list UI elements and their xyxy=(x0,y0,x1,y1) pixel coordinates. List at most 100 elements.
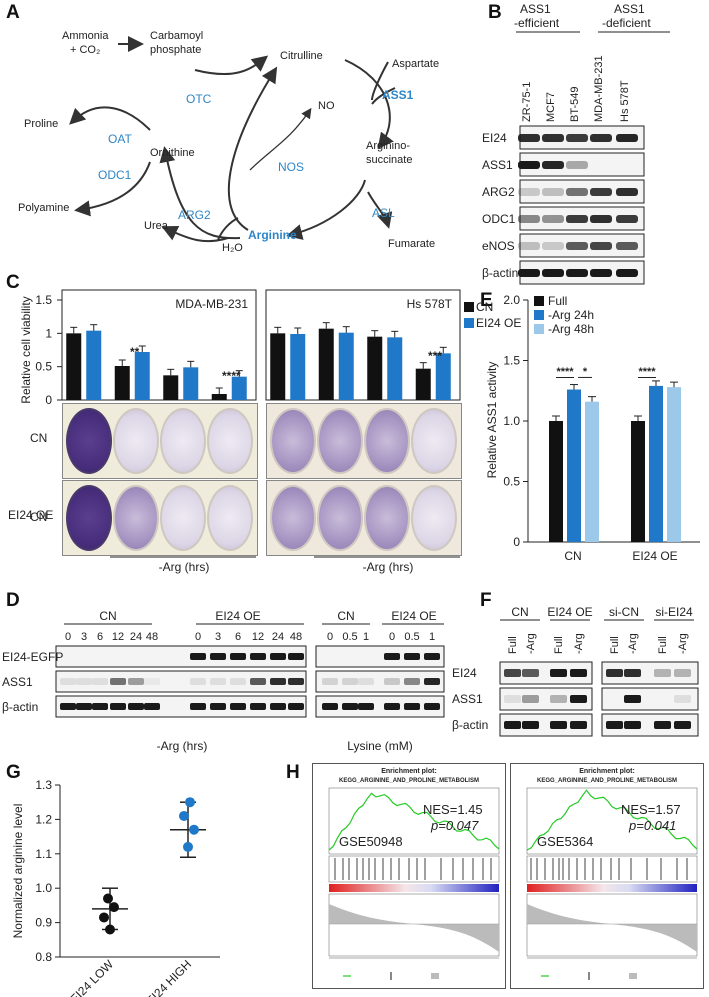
g-y-tick-label: 1.2 xyxy=(35,812,52,826)
b-band xyxy=(518,215,540,223)
f-band xyxy=(570,695,587,703)
f-band xyxy=(674,669,691,677)
f-blot-box xyxy=(499,713,593,737)
f-band xyxy=(570,669,587,677)
b-band xyxy=(590,269,612,277)
aspartate-label: Aspartate xyxy=(392,58,440,70)
d-band xyxy=(210,703,226,710)
e-y-tick-label: 0.5 xyxy=(503,475,520,489)
f-band xyxy=(504,721,521,729)
d-band xyxy=(128,703,144,710)
panel-g-chart: 0.8 0.9 1.0 1.1 1.2 1.3 Normalized arginine le… xyxy=(11,778,220,997)
b-band xyxy=(566,242,588,250)
d-band xyxy=(424,653,440,660)
e-y-tick-label: 1.0 xyxy=(503,414,520,428)
b-band xyxy=(590,134,612,142)
c-plot-title: Hs 578T xyxy=(407,297,453,311)
e-bar xyxy=(585,401,599,542)
g-point xyxy=(105,924,115,935)
d-lane-label: 12 xyxy=(252,631,264,643)
f-blot-box xyxy=(601,661,699,685)
d-band xyxy=(322,703,338,710)
argininosuccinate-label-1: Arginino- xyxy=(366,140,411,152)
gsea-plot: Enrichment plot: KEGG_ARGININE_AND_PROLIN… xyxy=(510,763,704,989)
f-lane-label: Full xyxy=(553,636,565,654)
f-band xyxy=(550,669,567,677)
c-bar xyxy=(231,376,247,400)
d-band xyxy=(144,703,160,710)
d-band xyxy=(270,703,286,710)
d-band xyxy=(384,653,400,660)
d-band xyxy=(230,653,246,660)
arg2-enzyme-label: ARG2 xyxy=(178,208,211,222)
c-sig-3: *** xyxy=(428,349,442,363)
gsea-pvalue: p=0.047 xyxy=(430,818,479,833)
e-sig-label: * xyxy=(583,366,588,378)
g-point xyxy=(103,893,113,904)
d-lane-label: 0 xyxy=(195,631,201,643)
f-row-label: EI24 xyxy=(452,666,477,680)
d-band xyxy=(210,678,226,685)
b-band xyxy=(542,242,564,250)
gsea-title: Enrichment plot: xyxy=(579,768,635,775)
g-point xyxy=(179,810,189,821)
c-bar xyxy=(163,375,179,400)
proline-label: Proline xyxy=(24,118,59,130)
d-band xyxy=(190,703,206,710)
e-sig-label: **** xyxy=(556,366,574,378)
b-band xyxy=(616,242,638,250)
e-legend-swatch xyxy=(534,296,544,306)
b-band xyxy=(566,161,588,169)
g-point xyxy=(99,912,109,923)
e-bar xyxy=(667,387,681,542)
c-bar xyxy=(338,332,354,400)
citrulline-label: Citrulline xyxy=(280,50,323,62)
culture-well xyxy=(66,485,112,551)
f-group-label: si-EI24 xyxy=(655,605,693,619)
d-lane-label: 24 xyxy=(272,631,284,643)
f-group-label: CN xyxy=(511,605,528,619)
culture-well xyxy=(113,485,159,551)
gsea-subtitle: KEGG_ARGININE_AND_PROLINE_METABOLISM xyxy=(537,778,677,784)
d-band xyxy=(424,678,440,685)
d-lane-label: 48 xyxy=(146,631,158,643)
e-y-tick-label: 0 xyxy=(513,535,520,549)
pathway-arrows xyxy=(69,36,396,243)
c-bar xyxy=(183,367,199,400)
d-band xyxy=(110,703,126,710)
f-lane-label: Full xyxy=(609,636,621,654)
d-group-label: EI24 OE xyxy=(215,609,260,623)
b-lane-label: ZR-75-1 xyxy=(521,82,533,122)
f-blot-box xyxy=(601,687,699,711)
f-band xyxy=(624,695,641,703)
culture-well xyxy=(270,485,316,551)
f-lane-label: -Arg xyxy=(627,633,639,654)
d-band xyxy=(76,678,92,685)
gsea-es-frame xyxy=(328,787,500,855)
b-band xyxy=(542,134,564,142)
d-x-label: Lysine (mM) xyxy=(347,739,413,753)
b-band xyxy=(518,269,540,277)
d-row-label: β-actin xyxy=(2,700,38,714)
g-point xyxy=(183,841,193,852)
gsea-title: Enrichment plot: xyxy=(381,768,437,775)
co2-label: + CO₂ xyxy=(70,44,101,56)
d-band xyxy=(358,703,374,710)
b-band xyxy=(616,188,638,196)
d-band xyxy=(92,678,108,685)
panel-letter-b: B xyxy=(488,2,502,23)
culture-well xyxy=(270,408,316,474)
gsea-plot-svg: Enrichment plot: KEGG_ARGININE_AND_PROLIN… xyxy=(328,768,500,980)
d-band xyxy=(404,703,420,710)
h2o-label: H₂O xyxy=(222,242,243,254)
c-bar xyxy=(435,353,451,400)
d-band xyxy=(250,678,266,685)
gsea-legend-metric xyxy=(431,973,439,979)
e-y-axis-label: Relative ASS1 activity xyxy=(485,362,499,479)
g-y-tick-label: 1.3 xyxy=(35,778,52,792)
culture-well xyxy=(411,485,457,551)
d-band xyxy=(404,653,420,660)
e-legend-swatch xyxy=(534,324,544,334)
d-lane-label: 24 xyxy=(130,631,142,643)
c-bar xyxy=(86,330,102,400)
